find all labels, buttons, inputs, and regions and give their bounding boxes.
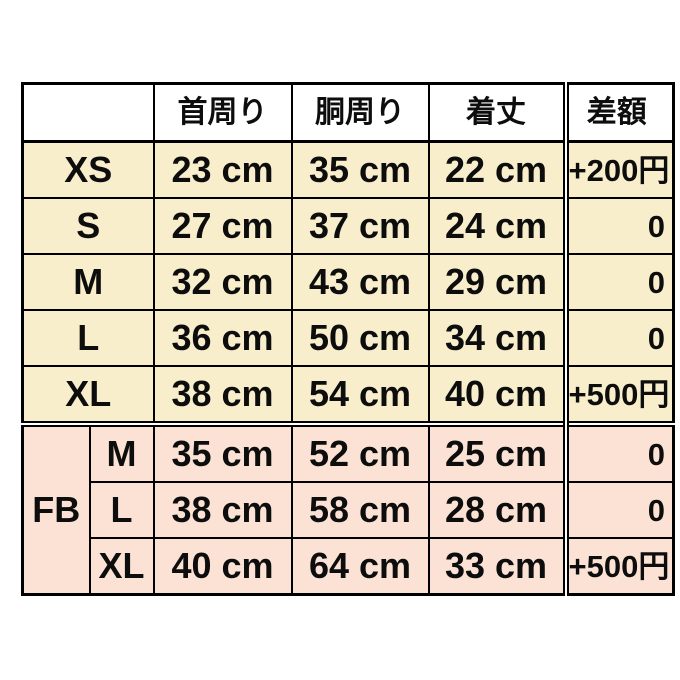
cell-girth: 64 cm <box>290 537 430 596</box>
cell-length: 22 cm <box>427 140 567 199</box>
cell-diff: +500円 <box>562 365 675 425</box>
cell-diff: 0 <box>562 309 675 367</box>
table-row-fb-l: L 38 cm 58 cm 28 cm 0 <box>23 481 675 539</box>
size-label: M <box>88 421 155 483</box>
table-row-fb-xl: XL 40 cm 64 cm 33 cm +500円 <box>23 537 675 596</box>
cell-length: 29 cm <box>427 253 567 311</box>
cell-diff: 0 <box>562 197 675 255</box>
cell-neck: 38 cm <box>152 481 293 539</box>
cell-diff: 0 <box>562 481 675 539</box>
cell-neck: 40 cm <box>152 537 293 596</box>
header-neck: 首周り <box>152 82 293 143</box>
size-label: XS <box>21 140 155 199</box>
cell-diff: +500円 <box>562 537 675 596</box>
size-table: 首周り 胴周り 着丈 差額 XS 23 cm 35 cm 22 cm +200円… <box>21 82 675 596</box>
size-label: L <box>21 309 155 367</box>
cell-neck: 23 cm <box>152 140 293 199</box>
cell-neck: 27 cm <box>152 197 293 255</box>
cell-diff: +200円 <box>562 140 675 199</box>
cell-neck: 35 cm <box>152 421 293 483</box>
cell-diff: 0 <box>562 253 675 311</box>
header-girth: 胴周り <box>290 82 430 143</box>
cell-girth: 37 cm <box>290 197 430 255</box>
cell-girth: 52 cm <box>290 421 430 483</box>
table-row-xs: XS 23 cm 35 cm 22 cm +200円 <box>21 140 675 199</box>
table-row-l: L 36 cm 50 cm 34 cm 0 <box>21 309 675 367</box>
cell-girth: 58 cm <box>290 481 430 539</box>
header-size-cell <box>21 82 155 143</box>
cell-neck: 36 cm <box>152 309 293 367</box>
header-length: 着丈 <box>427 82 567 143</box>
cell-diff: 0 <box>562 421 675 483</box>
fb-group-label: FB <box>21 421 91 596</box>
cell-neck: 32 cm <box>152 253 293 311</box>
cell-length: 33 cm <box>427 537 567 596</box>
cell-girth: 54 cm <box>290 365 430 425</box>
table-row-m: M 32 cm 43 cm 29 cm 0 <box>21 253 675 311</box>
size-label: XL <box>88 537 155 596</box>
size-label: XL <box>21 365 155 425</box>
size-label: L <box>88 481 155 539</box>
header-diff: 差額 <box>562 82 675 143</box>
cell-length: 34 cm <box>427 309 567 367</box>
table-row-xl: XL 38 cm 54 cm 40 cm +500円 <box>21 365 675 425</box>
cell-length: 25 cm <box>427 421 567 483</box>
cell-length: 28 cm <box>427 481 567 539</box>
table-row-fb-m: FB M 35 cm 52 cm 25 cm 0 <box>21 421 675 596</box>
cell-girth: 35 cm <box>290 140 430 199</box>
cell-length: 24 cm <box>427 197 567 255</box>
table-row-s: S 27 cm 37 cm 24 cm 0 <box>21 197 675 255</box>
cell-length: 40 cm <box>427 365 567 425</box>
size-label: S <box>21 197 155 255</box>
header-row: 首周り 胴周り 着丈 差額 <box>21 82 675 143</box>
cell-girth: 50 cm <box>290 309 430 367</box>
cell-neck: 38 cm <box>152 365 293 425</box>
size-label: M <box>21 253 155 311</box>
cell-girth: 43 cm <box>290 253 430 311</box>
